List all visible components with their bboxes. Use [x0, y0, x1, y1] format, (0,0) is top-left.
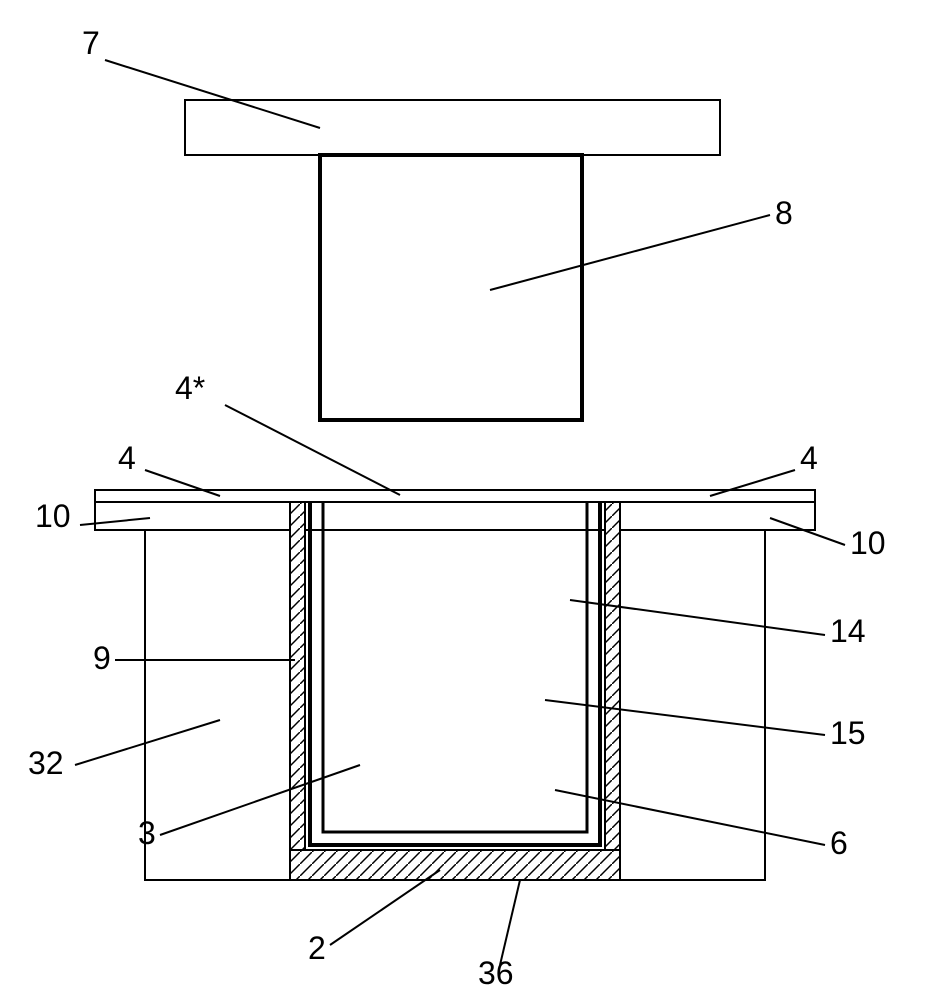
label-14: 14 — [830, 613, 866, 650]
label-10-right: 10 — [850, 525, 886, 562]
label-32: 32 — [28, 745, 64, 782]
label-4star: 4* — [175, 370, 205, 407]
label-15: 15 — [830, 715, 866, 752]
holder-left — [95, 502, 290, 530]
cavity-bottom — [290, 850, 620, 880]
label-9: 9 — [93, 640, 111, 677]
label-8: 8 — [775, 195, 793, 232]
die-outer — [145, 530, 765, 880]
sheet-blank — [95, 490, 815, 502]
label-36: 36 — [478, 955, 514, 992]
label-7: 7 — [82, 25, 100, 62]
punch-body — [320, 155, 582, 420]
label-10-left: 10 — [35, 498, 71, 535]
label-4-right: 4 — [800, 440, 818, 477]
holder-right — [620, 502, 815, 530]
label-6: 6 — [830, 825, 848, 862]
top-plate — [185, 100, 720, 155]
leader-36 — [500, 880, 520, 965]
cavity-wall-left — [290, 502, 305, 850]
label-4-left: 4 — [118, 440, 136, 477]
label-3: 3 — [138, 815, 156, 852]
label-2: 2 — [308, 930, 326, 967]
leader-2 — [330, 870, 440, 945]
technical-diagram: 7 8 4* 4 4 10 10 9 14 32 15 3 6 2 36 — [0, 0, 930, 1000]
cavity-wall-right — [605, 502, 620, 850]
